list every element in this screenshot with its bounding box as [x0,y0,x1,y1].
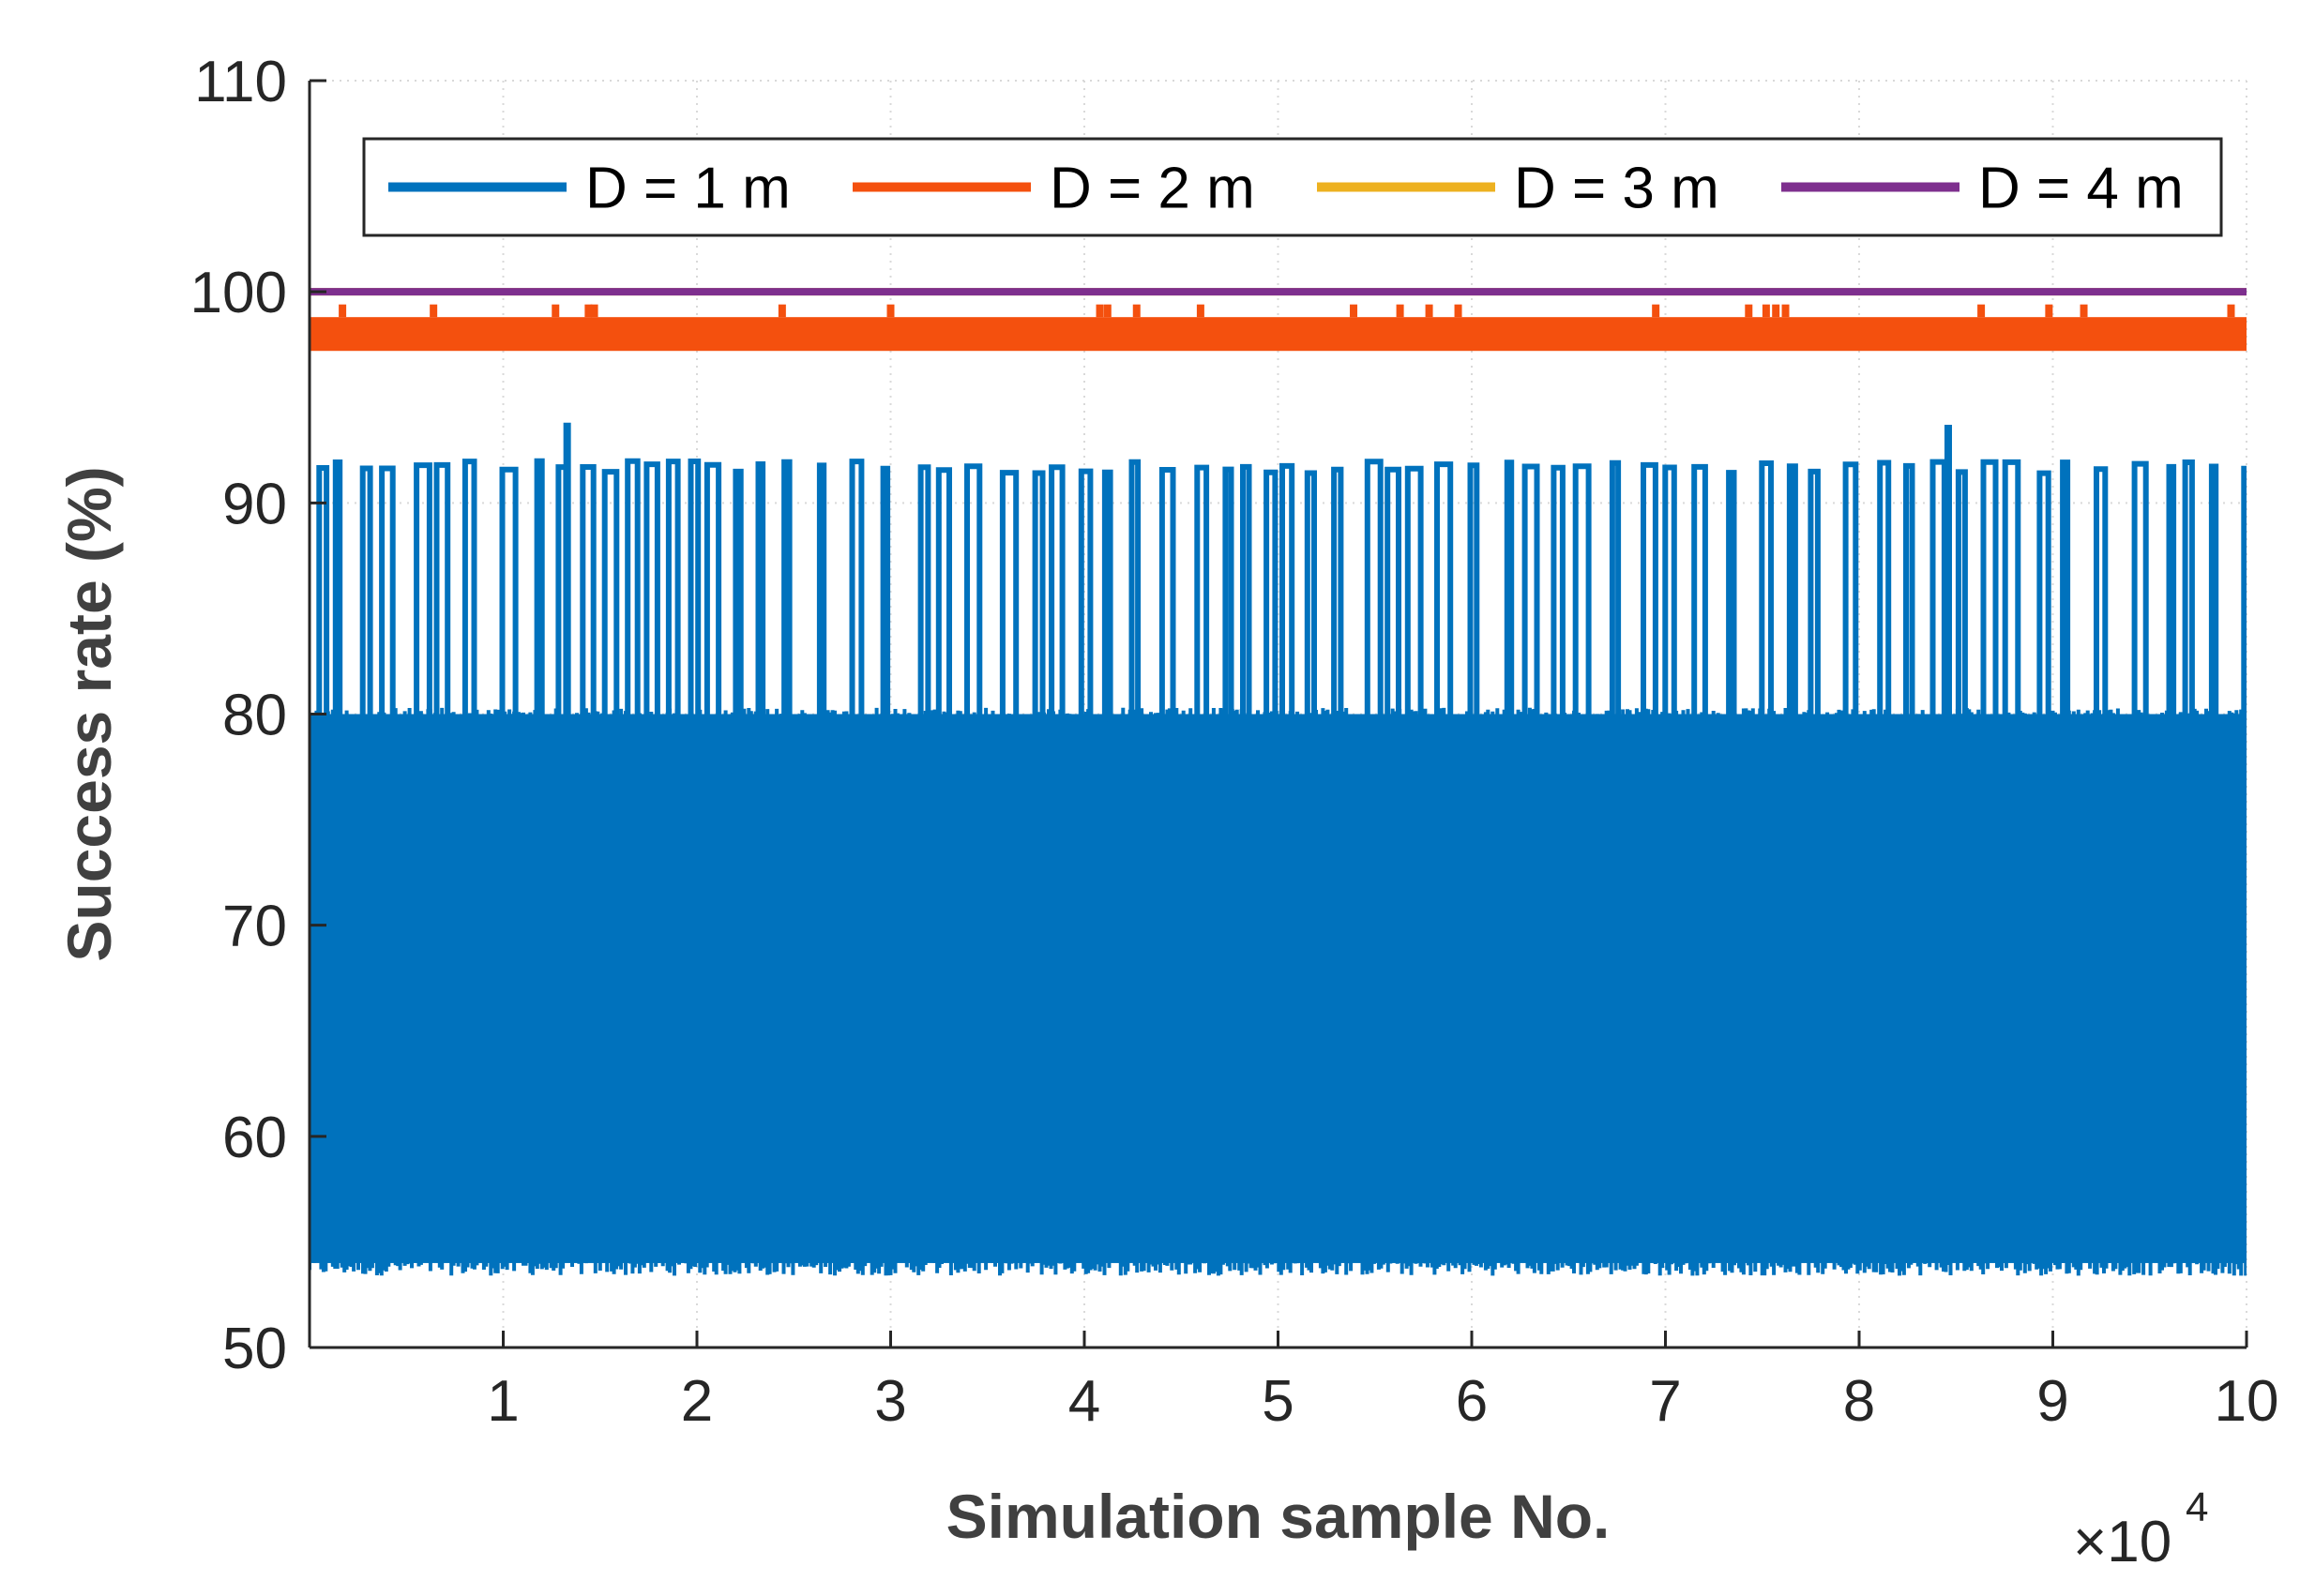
y-tick-label: 70 [222,895,287,959]
x-tick-label: 8 [1843,1369,1875,1434]
series-d2 [310,304,2247,352]
legend-label: D = 3 m [1514,157,1719,221]
x-axis-exponent-power: 4 [2186,1484,2208,1530]
x-tick-label: 9 [2036,1369,2068,1434]
x-tick-label: 5 [1262,1369,1294,1434]
series-d1-bottom-edge [310,1252,2247,1276]
y-tick-label: 60 [222,1106,287,1170]
tick-labels: 1 2 3 4 5 6 7 8 9 10 50 60 70 80 90 100 110 [190,50,2279,1434]
x-tick-label: 1 [487,1369,519,1434]
y-tick-label: 100 [190,261,287,325]
axes [308,79,2248,1349]
y-axis-title: Success rate (%) [54,466,124,961]
x-tick-label: 4 [1068,1369,1100,1434]
y-tick-label: 110 [194,50,287,114]
legend-label: D = 4 m [1978,157,2184,221]
x-tick-label: 10 [2215,1369,2279,1434]
x-tick-label: 3 [874,1369,906,1434]
y-tick-label: 90 [222,472,287,536]
series-d1 [310,422,2247,1276]
x-tick-label: 2 [681,1369,713,1434]
legend-label: D = 1 m [585,157,791,221]
legend-label: D = 2 m [1050,157,1255,221]
series-d1-top-edge [310,707,2247,725]
legend: D = 1 m D = 2 m D = 3 m D = 4 m [362,137,2223,237]
x-axis-exponent-base: ×10 [2073,1510,2171,1574]
y-tick-label: 50 [222,1317,287,1381]
series-layer [310,288,2247,1276]
series-d2-band [310,317,2247,352]
x-tick-label: 7 [1649,1369,1681,1434]
series-d1-band [310,714,2247,1263]
series-d1-spikes [316,458,2247,715]
x-axis-title: Simulation sample No. [946,1482,1611,1551]
x-tick-label: 6 [1456,1369,1488,1434]
y-tick-label: 80 [222,684,287,748]
